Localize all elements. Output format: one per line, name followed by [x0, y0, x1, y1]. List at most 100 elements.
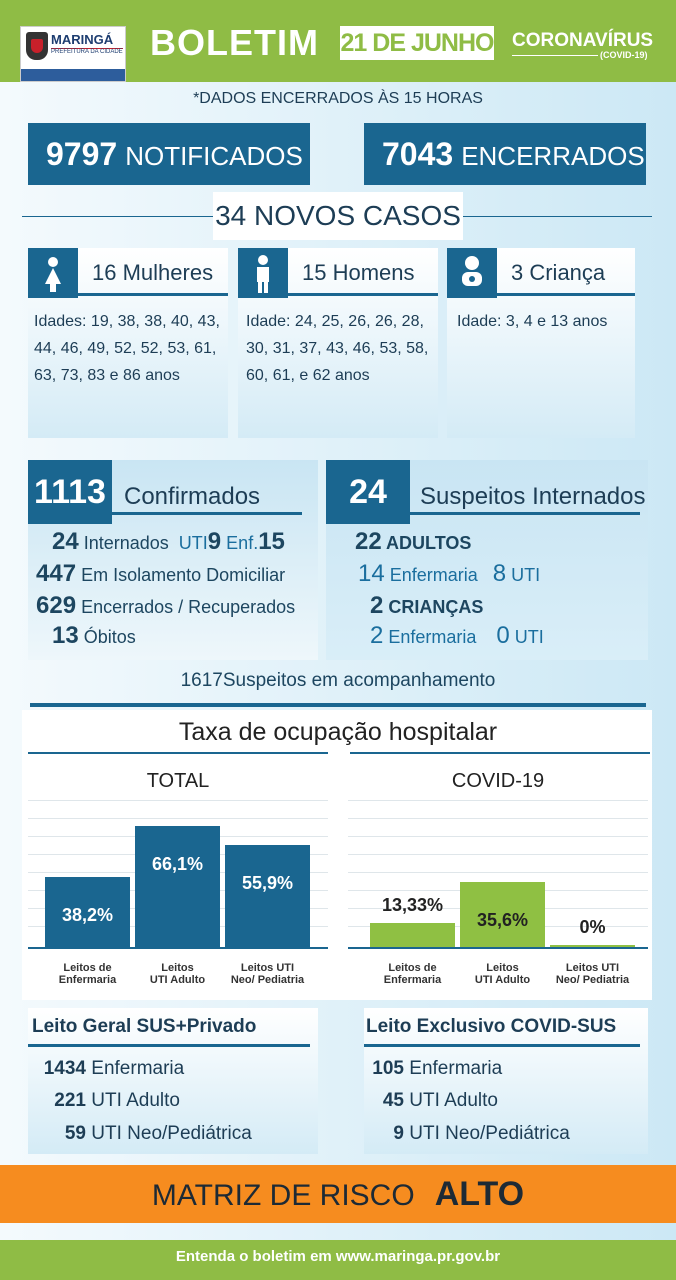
- chart-title: TOTAL: [146, 770, 210, 792]
- risk-label: MATRIZ DE RISCO: [151, 1179, 415, 1212]
- label: UTI Adulto: [91, 1090, 180, 1111]
- children-title: 3 Criança: [511, 260, 606, 285]
- internados-row: 24 Internados UTI9 Enf.15: [52, 528, 285, 556]
- bar-value-label: 38,2%: [61, 905, 114, 926]
- divider: [78, 293, 228, 296]
- label: Em Isolamento Domiciliar: [81, 565, 286, 585]
- label: UTI: [511, 565, 541, 585]
- num: 8: [492, 560, 507, 587]
- logo-bar: [21, 69, 125, 81]
- divider: [364, 1044, 640, 1047]
- city-logo[interactable]: MARINGÁ PREFEITURA DA CIDADE: [20, 26, 126, 82]
- x-tick-label: Leitos UTI Neo/ Pediatria: [555, 962, 630, 986]
- bar-value-label: 0%: [579, 917, 606, 937]
- num: 221: [54, 1090, 86, 1111]
- gridline: [348, 818, 648, 819]
- num: 45: [382, 1090, 404, 1111]
- label: Enfermaria: [409, 1058, 503, 1079]
- leito-row: 9 UTI Neo/Pediátrica: [364, 1123, 570, 1145]
- confirmados-num: 1113: [28, 460, 112, 524]
- leito-geral-card: Leito Geral SUS+Privado 1434 Enfermaria …: [28, 1008, 318, 1154]
- topic: CORONAVÍRUS: [512, 30, 654, 51]
- risk-level: ALTO: [434, 1175, 525, 1213]
- obitos-row: 13 Óbitos: [52, 622, 136, 650]
- x-tick-label: Leitos UTI Adulto: [149, 962, 206, 986]
- bar: [45, 877, 130, 947]
- women-ages: Idades: 19, 38, 38, 40, 43, 44, 46, 49, 5…: [34, 308, 220, 389]
- risk-banner: MATRIZ DE RISCO ALTO: [0, 1165, 676, 1223]
- page-title: BOLETIM: [150, 22, 319, 63]
- num: 0: [496, 622, 510, 649]
- x-axis: [28, 947, 328, 949]
- bar-value-label: 66,1%: [151, 854, 204, 875]
- gridline: [348, 836, 648, 837]
- gridline: [28, 818, 328, 819]
- num: 59: [64, 1123, 86, 1144]
- label: Enfermaria: [388, 627, 477, 647]
- divider: [512, 55, 598, 56]
- bulletin-date: 21 DE JUNHO: [340, 26, 494, 60]
- leito-covid-title: Leito Exclusivo COVID-SUS: [366, 1016, 617, 1037]
- gridline: [348, 872, 648, 873]
- women-title: 16 Mulheres: [92, 260, 214, 285]
- notificados-box: 9797 NOTIFICADOS: [28, 123, 310, 185]
- men-ages: Idade: 24, 25, 26, 26, 28, 30, 31, 37, 43…: [246, 308, 428, 389]
- criancas-row: 2 CRIANÇAS: [370, 592, 483, 620]
- man-icon: [238, 248, 288, 298]
- bar-value-label: 13,33%: [381, 894, 444, 915]
- num: 9: [393, 1123, 404, 1144]
- crest-icon: [26, 32, 48, 60]
- num: 2: [370, 622, 384, 649]
- num: 22: [355, 528, 382, 555]
- divider: [410, 512, 640, 515]
- text-line: Idade: 3, 4 e 13 anos: [457, 313, 608, 330]
- novos-casos: 34 NOVOS CASOS: [213, 192, 463, 240]
- text-line: 60, 61, e 62 anos: [246, 367, 370, 384]
- divider: [28, 1044, 310, 1047]
- baby-icon: [447, 248, 497, 298]
- leito-row: 45 UTI Adulto: [364, 1090, 498, 1112]
- confirmados-label: Confirmados: [124, 483, 261, 510]
- label: CRIANÇAS: [388, 597, 484, 617]
- label: UTI Neo/Pediátrica: [409, 1123, 570, 1144]
- children-ages: Idade: 3, 4 e 13 anos: [457, 308, 607, 335]
- text-line: Idades: 19, 38, 38, 40, 43,: [34, 313, 220, 330]
- label: UTI Adulto: [409, 1090, 498, 1111]
- gridline: [28, 800, 328, 801]
- divider: [350, 752, 650, 754]
- adultos-detail: 14 Enfermaria 8 UTI: [358, 560, 540, 588]
- logo-subtitle: PREFEITURA DA CIDADE: [51, 48, 123, 55]
- bar: [135, 826, 220, 947]
- bar: [460, 881, 545, 947]
- leito-geral-title: Leito Geral SUS+Privado: [32, 1016, 257, 1037]
- leito-row: 1434 Enfermaria: [28, 1058, 184, 1080]
- label: Internados: [83, 533, 169, 553]
- leito-row: 221 UTI Adulto: [28, 1090, 180, 1112]
- x-axis: [348, 947, 648, 949]
- men-title: 15 Homens: [302, 260, 415, 285]
- criancas-detail: 2 Enfermaria 0 UTI: [370, 622, 544, 650]
- divider: [497, 293, 635, 296]
- num: 13: [52, 622, 79, 649]
- gridline: [348, 854, 648, 855]
- x-tick-label: Leitos UTI Neo/ Pediatria: [230, 962, 305, 986]
- leito-row: 105 Enfermaria: [364, 1058, 502, 1080]
- suspeitos-label: Suspeitos Internados: [420, 483, 646, 510]
- label: Enfermaria: [389, 565, 478, 585]
- num: 447: [36, 560, 77, 587]
- label: Enfermaria: [91, 1058, 185, 1079]
- chart-title: COVID-19: [451, 770, 545, 792]
- adultos-row: 22 ADULTOS: [355, 528, 471, 556]
- num: 15: [258, 528, 285, 555]
- footer-link[interactable]: Entenda o boletim em www.maringa.pr.gov.…: [0, 1240, 676, 1280]
- encerrados-num: 7043: [382, 136, 454, 172]
- x-tick-label: Leitos de Enfermaria: [58, 962, 117, 986]
- notificados-label: NOTIFICADOS: [125, 141, 303, 171]
- label: UTI Neo/Pediátrica: [91, 1123, 252, 1144]
- bar: [225, 844, 310, 947]
- label: ADULTOS: [386, 533, 472, 553]
- topic-sub: (COVID-19): [600, 50, 648, 60]
- x-tick-label: Leitos UTI Adulto: [474, 962, 531, 986]
- men-card: 15 Homens Idade: 24, 25, 26, 26, 28, 30, …: [238, 248, 438, 438]
- recuperados-row: 629 Encerrados / Recuperados: [36, 592, 295, 620]
